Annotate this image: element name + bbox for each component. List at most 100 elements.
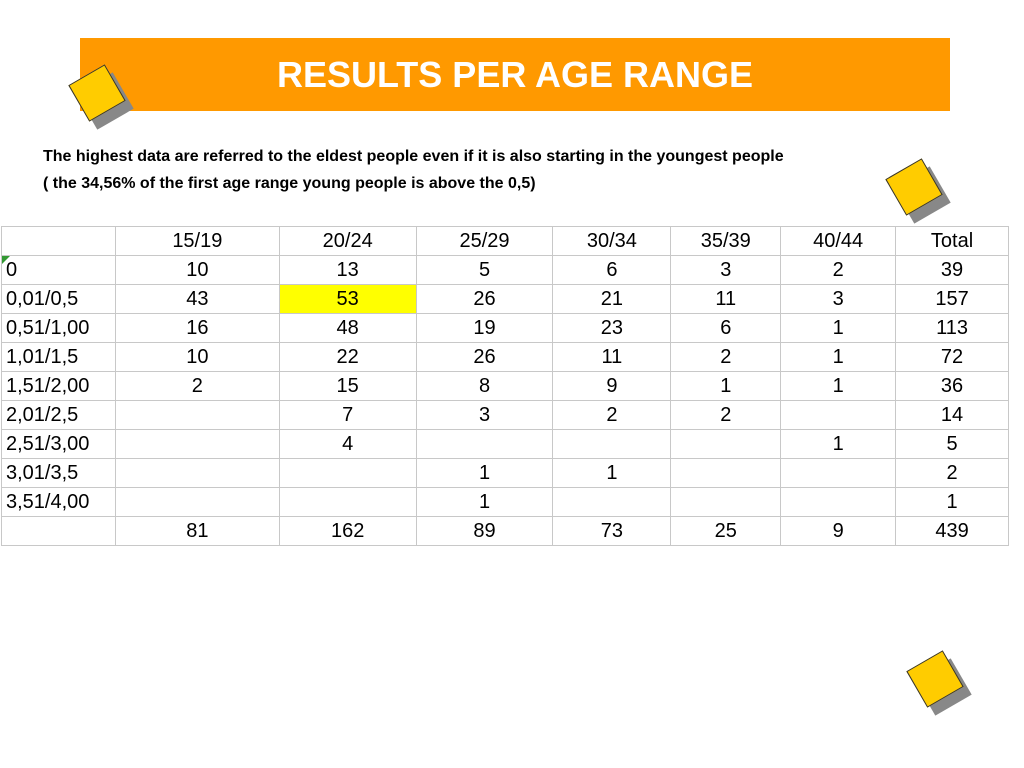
table-row: 2,51/3,00 4 1 5 bbox=[1, 429, 1009, 459]
table-cell bbox=[114, 487, 280, 517]
table-cell bbox=[552, 429, 672, 459]
column-header: 35/39 bbox=[670, 226, 782, 256]
note-line-1: The highest data are referred to the eld… bbox=[43, 148, 784, 165]
table-header-row: 15/19 20/24 25/29 30/34 35/39 40/44 Total bbox=[1, 226, 1009, 256]
table-cell bbox=[415, 429, 554, 459]
table-cell: 4 bbox=[278, 429, 417, 459]
table-cell: 2 bbox=[670, 400, 782, 430]
row-label: 2,51/3,00 bbox=[1, 429, 116, 459]
table-cell: 1 bbox=[552, 458, 672, 488]
table-cell bbox=[780, 487, 897, 517]
table-cell: 3 bbox=[670, 255, 782, 285]
table-cell: 1 bbox=[670, 371, 782, 401]
column-header: 30/34 bbox=[552, 226, 672, 256]
table-cell: 2 bbox=[780, 255, 897, 285]
table-cell bbox=[114, 400, 280, 430]
column-header: 20/24 bbox=[278, 226, 417, 256]
row-label: 0 bbox=[1, 255, 116, 285]
page-title: RESULTS PER AGE RANGE bbox=[276, 54, 754, 95]
row-label: 1,51/2,00 bbox=[1, 371, 116, 401]
table-row: 1,51/2,00 2 15 8 9 1 1 36 bbox=[1, 371, 1009, 401]
table-cell: 1 bbox=[780, 342, 897, 372]
table-cell bbox=[780, 458, 897, 488]
table-row: 2,01/2,5 7 3 2 2 14 bbox=[1, 400, 1009, 430]
table-cell: 73 bbox=[552, 516, 672, 546]
table-cell: 26 bbox=[415, 342, 554, 372]
table-cell: 3 bbox=[780, 284, 897, 314]
table-cell bbox=[278, 458, 417, 488]
table-cell: 162 bbox=[278, 516, 417, 546]
table-cell: 48 bbox=[278, 313, 417, 343]
column-header: 15/19 bbox=[114, 226, 280, 256]
table-cell bbox=[670, 458, 782, 488]
totals-row: 81 162 89 73 25 9 439 bbox=[1, 516, 1009, 546]
results-table: 15/19 20/24 25/29 30/34 35/39 40/44 Total 0 10 13… bbox=[1, 226, 1009, 546]
row-label bbox=[1, 516, 116, 546]
table-cell: 19 bbox=[415, 313, 554, 343]
table-cell: 89 bbox=[415, 516, 554, 546]
row-label: 3,01/3,5 bbox=[1, 458, 116, 488]
table-cell: 9 bbox=[780, 516, 897, 546]
table-cell bbox=[670, 487, 782, 517]
table-row: 3,51/4,00 1 1 bbox=[1, 487, 1009, 517]
column-header: 25/29 bbox=[415, 226, 554, 256]
table-cell: 1 bbox=[415, 458, 554, 488]
row-label: 0,01/0,5 bbox=[1, 284, 116, 314]
table-cell: 1 bbox=[780, 371, 897, 401]
table-cell: 2 bbox=[114, 371, 280, 401]
table-cell: 1 bbox=[780, 313, 897, 343]
table-cell bbox=[670, 429, 782, 459]
table-cell: 21 bbox=[552, 284, 672, 314]
table-cell: 6 bbox=[552, 255, 672, 285]
table-cell: 14 bbox=[895, 400, 1009, 430]
table-cell: 2 bbox=[670, 342, 782, 372]
cell-comment-flag-icon bbox=[2, 256, 10, 264]
table-row: 0,01/0,5 43 53 26 21 11 3 157 bbox=[1, 284, 1009, 314]
table-row: 0 10 13 5 6 3 2 39 bbox=[1, 255, 1009, 285]
table-cell: 13 bbox=[278, 255, 417, 285]
table-cell: 439 bbox=[895, 516, 1009, 546]
table-cell bbox=[278, 487, 417, 517]
yellow-square-decoration bbox=[906, 650, 972, 716]
table-cell: 36 bbox=[895, 371, 1009, 401]
table-cell: 1 bbox=[415, 487, 554, 517]
table-cell: 157 bbox=[895, 284, 1009, 314]
table-cell: 1 bbox=[780, 429, 897, 459]
table-row: 3,01/3,5 1 1 2 bbox=[1, 458, 1009, 488]
table-cell: 23 bbox=[552, 313, 672, 343]
table-cell: 26 bbox=[415, 284, 554, 314]
table-cell bbox=[552, 487, 672, 517]
table-cell: 16 bbox=[114, 313, 280, 343]
table-cell: 10 bbox=[114, 342, 280, 372]
header-corner-cell bbox=[1, 226, 116, 256]
table-cell: 11 bbox=[552, 342, 672, 372]
column-header: Total bbox=[895, 226, 1009, 256]
table-cell bbox=[114, 429, 280, 459]
table-cell: 25 bbox=[670, 516, 782, 546]
note-line-2: ( the 34,56% of the first age range youn… bbox=[43, 175, 536, 192]
row-label: 1,01/1,5 bbox=[1, 342, 116, 372]
table-cell: 8 bbox=[415, 371, 554, 401]
table-cell: 9 bbox=[552, 371, 672, 401]
table-cell: 7 bbox=[278, 400, 417, 430]
table-cell: 2 bbox=[895, 458, 1009, 488]
table-cell bbox=[780, 400, 897, 430]
table-cell: 11 bbox=[670, 284, 782, 314]
table-cell: 39 bbox=[895, 255, 1009, 285]
table-cell: 22 bbox=[278, 342, 417, 372]
table-cell: 5 bbox=[895, 429, 1009, 459]
table-cell: 53 bbox=[278, 284, 417, 314]
table-cell: 6 bbox=[670, 313, 782, 343]
table-cell: 2 bbox=[552, 400, 672, 430]
table-cell: 15 bbox=[278, 371, 417, 401]
row-label: 2,01/2,5 bbox=[1, 400, 116, 430]
table-cell: 72 bbox=[895, 342, 1009, 372]
table-cell: 81 bbox=[114, 516, 280, 546]
yellow-square-decoration bbox=[68, 64, 134, 130]
table-cell: 43 bbox=[114, 284, 280, 314]
table-cell: 3 bbox=[415, 400, 554, 430]
table-cell: 113 bbox=[895, 313, 1009, 343]
table-row: 0,51/1,00 16 48 19 23 6 1 113 bbox=[1, 313, 1009, 343]
table-cell: 5 bbox=[415, 255, 554, 285]
table-row: 1,01/1,5 10 22 26 11 2 1 72 bbox=[1, 342, 1009, 372]
